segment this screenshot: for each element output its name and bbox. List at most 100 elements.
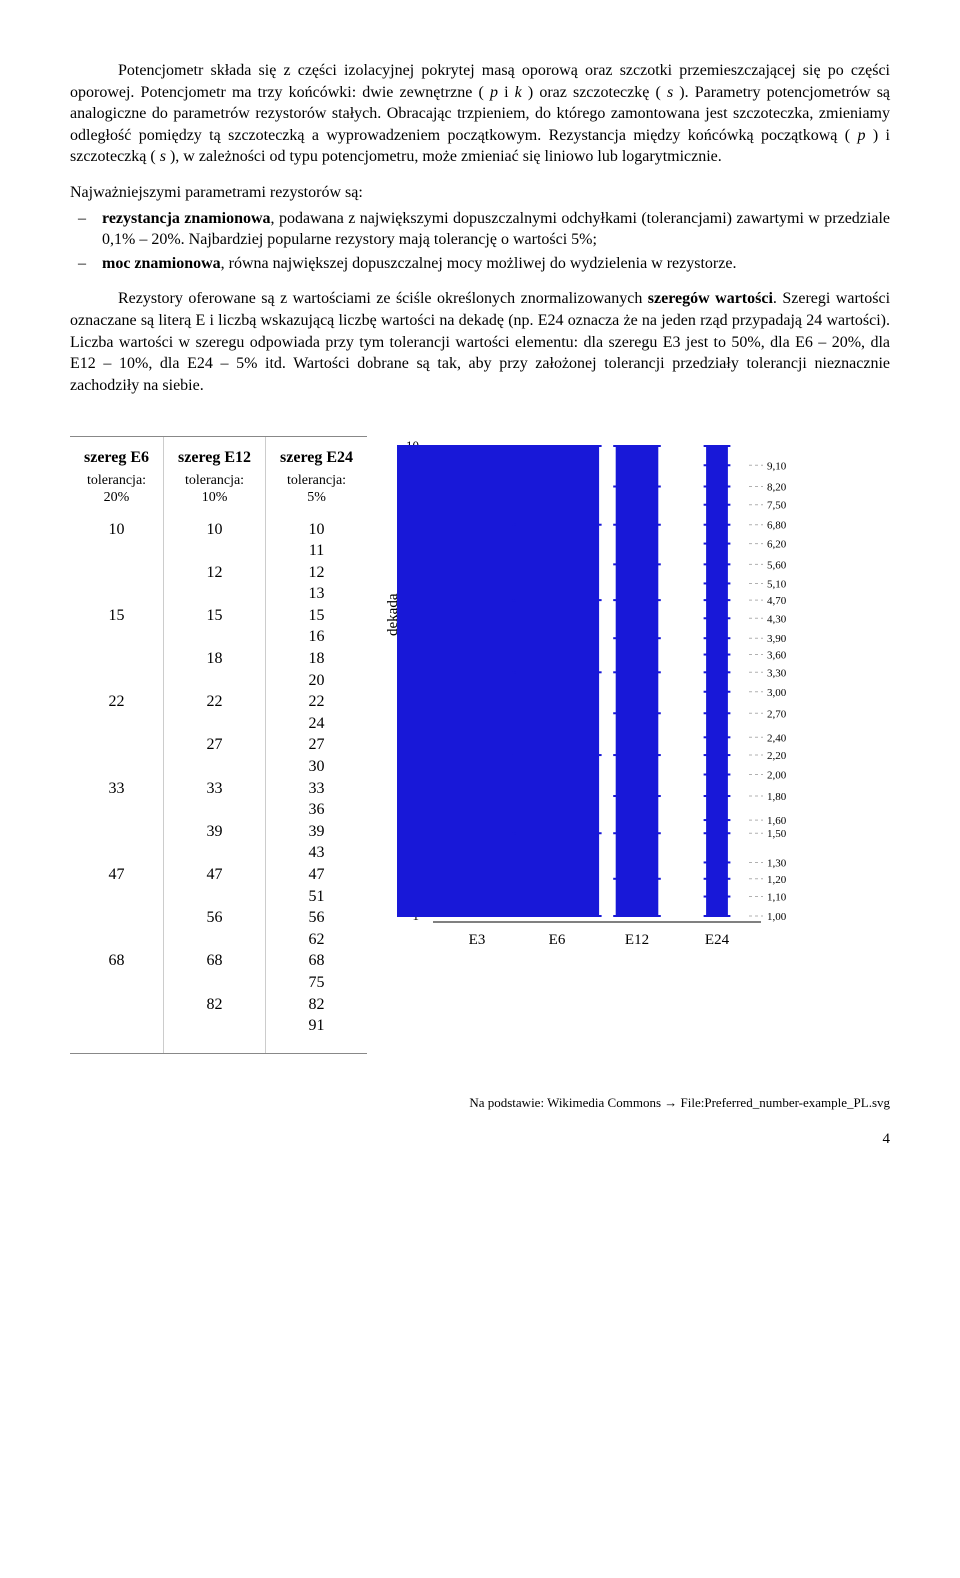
column-values: 1011121315161820222427303336394347515662… xyxy=(280,519,353,1037)
svg-text:7,50: 7,50 xyxy=(767,500,787,512)
svg-text:3,60: 3,60 xyxy=(767,650,787,662)
series-value: 12 xyxy=(280,562,353,584)
svg-text:E6: E6 xyxy=(549,932,566,948)
svg-text:6,80: 6,80 xyxy=(767,520,787,532)
text: ) oraz szczoteczkę ( xyxy=(528,84,661,101)
series-value: 13 xyxy=(280,583,353,605)
column-values: 1000120015001800220027003300390047005600… xyxy=(178,519,251,1037)
var-s: s xyxy=(160,148,166,165)
series-value: 22 xyxy=(84,691,149,713)
column-values: 1000000015000000220000003300000047000000… xyxy=(84,519,149,1037)
chart-svg: 12345678910E3E6E12E249,108,207,506,806,2… xyxy=(397,436,817,966)
svg-text:5,60: 5,60 xyxy=(767,560,787,572)
paragraph-params-intro: Najważniejszymi parametrami rezystorów s… xyxy=(70,182,890,204)
series-value: 15 xyxy=(84,605,149,627)
series-value: 39 xyxy=(178,821,251,843)
svg-text:3,90: 3,90 xyxy=(767,634,787,646)
series-column: szereg E24tolerancja:5%10111213151618202… xyxy=(266,437,367,1052)
series-value: 15 xyxy=(280,605,353,627)
term-series: szeregów wartości xyxy=(648,290,773,307)
series-value: 91 xyxy=(280,1015,353,1037)
series-value: 82 xyxy=(280,994,353,1016)
column-tolerance: tolerancja:10% xyxy=(178,473,251,507)
series-value: 16 xyxy=(280,626,353,648)
series-value: 68 xyxy=(178,950,251,972)
series-value: 15 xyxy=(178,605,251,627)
term-power: moc znamionowa xyxy=(102,255,221,272)
svg-text:E3: E3 xyxy=(469,932,486,948)
term-resistance: rezystancja znamionowa xyxy=(102,210,271,227)
svg-text:3,30: 3,30 xyxy=(767,668,787,680)
series-value: 47 xyxy=(178,864,251,886)
svg-text:3,00: 3,00 xyxy=(767,687,787,699)
var-k: k xyxy=(515,84,522,101)
text: , równa największej dopuszczalnej mocy m… xyxy=(221,255,737,272)
page-number: 4 xyxy=(70,1129,890,1149)
svg-text:8,20: 8,20 xyxy=(767,482,787,494)
bullet-power: – moc znamionowa, równa największej dopu… xyxy=(70,253,890,275)
svg-text:1,30: 1,30 xyxy=(767,858,787,870)
paragraph-potentiometer: Potencjometr składa się z części izolacy… xyxy=(70,60,890,168)
series-value: 12 xyxy=(178,562,251,584)
svg-text:1,60: 1,60 xyxy=(767,815,787,827)
svg-text:1,20: 1,20 xyxy=(767,874,787,886)
paragraph-series: Rezystory oferowane są z wartościami ze … xyxy=(70,288,890,396)
series-column: szereg E12 tolerancja:10% 1000120015001800… xyxy=(164,437,266,1052)
series-table: szereg E6 tolerancja:20% 10000000150000002… xyxy=(70,436,367,1053)
text: Rezystory oferowane są z wartościami ze … xyxy=(118,290,648,307)
svg-text:1,00: 1,00 xyxy=(767,911,787,923)
series-value: 56 xyxy=(178,907,251,929)
series-value: 10 xyxy=(178,519,251,541)
bullet-resistance: – rezystancja znamionowa, podawana z naj… xyxy=(70,208,890,251)
column-header: szereg E6 xyxy=(84,447,149,469)
series-value: 20 xyxy=(280,670,353,692)
var-s: s xyxy=(667,84,673,101)
series-value: 75 xyxy=(280,972,353,994)
series-chart: dekada 12345678910E3E6E12E249,108,207,50… xyxy=(397,436,817,966)
series-value: 22 xyxy=(178,691,251,713)
column-header: szereg E12 xyxy=(178,447,251,469)
text: i xyxy=(504,84,515,101)
svg-text:2,70: 2,70 xyxy=(767,709,787,721)
svg-text:E24: E24 xyxy=(705,932,730,948)
svg-text:6,20: 6,20 xyxy=(767,539,787,551)
series-value: 68 xyxy=(84,950,149,972)
svg-text:1,80: 1,80 xyxy=(767,791,787,803)
series-column: szereg E6 tolerancja:20% 10000000150000002… xyxy=(70,437,164,1052)
series-value: 24 xyxy=(280,713,353,735)
series-value: 56 xyxy=(280,907,353,929)
svg-text:2,20: 2,20 xyxy=(767,750,787,762)
series-value: 82 xyxy=(178,994,251,1016)
y-axis-label: dekada xyxy=(383,594,403,636)
svg-text:4,30: 4,30 xyxy=(767,614,787,626)
series-value: 36 xyxy=(280,799,353,821)
series-value: 10 xyxy=(280,519,353,541)
svg-text:2,40: 2,40 xyxy=(767,733,787,745)
series-value: 11 xyxy=(280,540,353,562)
dash-icon: – xyxy=(70,208,102,251)
column-tolerance: tolerancja:5% xyxy=(280,473,353,507)
image-credit: Na podstawie: Wikimedia Commons → File:P… xyxy=(70,1094,890,1112)
series-value: 43 xyxy=(280,842,353,864)
var-p: p xyxy=(490,84,498,101)
series-value: 33 xyxy=(280,778,353,800)
series-value: 30 xyxy=(280,756,353,778)
column-tolerance: tolerancja:20% xyxy=(84,473,149,507)
series-value: 62 xyxy=(280,929,353,951)
svg-text:4,70: 4,70 xyxy=(767,595,787,607)
var-p: p xyxy=(857,127,865,144)
column-header: szereg E24 xyxy=(280,447,353,469)
series-value: 27 xyxy=(178,734,251,756)
series-value: 18 xyxy=(178,648,251,670)
series-value: 22 xyxy=(280,691,353,713)
text: ), w zależności od typu potencjometru, m… xyxy=(170,148,722,165)
series-value: 33 xyxy=(178,778,251,800)
svg-text:1,10: 1,10 xyxy=(767,892,787,904)
series-value: 68 xyxy=(280,950,353,972)
series-value: 27 xyxy=(280,734,353,756)
series-value: 39 xyxy=(280,821,353,843)
svg-text:9,10: 9,10 xyxy=(767,461,787,473)
series-value: 47 xyxy=(280,864,353,886)
svg-text:5,10: 5,10 xyxy=(767,579,787,591)
svg-text:1,50: 1,50 xyxy=(767,829,787,841)
